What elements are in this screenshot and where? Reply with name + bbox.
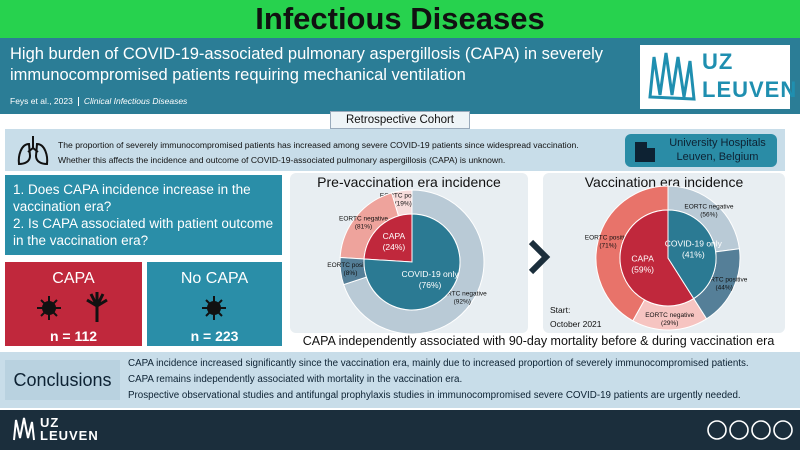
group-box: No CAPA n = 223 bbox=[147, 262, 282, 346]
citation-authors: Feys et al., 2023 bbox=[10, 96, 73, 106]
inner-segment bbox=[667, 209, 717, 300]
footer-logo: UZ LEUVEN bbox=[40, 416, 99, 442]
inner-segment bbox=[363, 213, 413, 263]
inner-label: COVID-19 only bbox=[665, 239, 723, 249]
outer-label: EORTC positive bbox=[327, 262, 374, 269]
logo-shape bbox=[648, 52, 696, 101]
inner-value-label: (24%) bbox=[383, 242, 406, 252]
journal-banner: Infectious Diseases bbox=[0, 0, 800, 38]
outer-value-label: (29%) bbox=[661, 320, 678, 327]
outer-label: EORTC negative bbox=[684, 203, 733, 210]
arrow bbox=[528, 239, 551, 275]
separator bbox=[77, 96, 79, 106]
outer-value-label: (92%) bbox=[454, 298, 471, 305]
question: 1. Does CAPA incidence increase in the v… bbox=[13, 182, 251, 214]
location-box bbox=[625, 134, 777, 167]
conclusions-text: CAPA incidence increased significantly s… bbox=[128, 356, 793, 404]
fungus-icon bbox=[86, 292, 108, 322]
questions: 1. Does CAPA incidence increase in the v… bbox=[5, 175, 282, 255]
outer-label: EORTC positive bbox=[701, 276, 748, 283]
outer-label: EORTC negative bbox=[438, 290, 487, 297]
outer-value-label: (44%) bbox=[715, 284, 732, 291]
group-n: n = 223 bbox=[190, 328, 239, 344]
conclusion: CAPA remains independently associated wi… bbox=[128, 374, 463, 385]
logo-text: UZ bbox=[702, 49, 734, 74]
conclusions-title: Conclusions bbox=[5, 360, 120, 400]
cohort-label: Retrospective Cohort bbox=[330, 111, 470, 129]
footer-icons bbox=[13, 417, 793, 441]
outer-label: EORTC positive bbox=[380, 193, 427, 200]
chart-note: October 2021 bbox=[550, 319, 602, 329]
lung-icon bbox=[17, 136, 49, 166]
caption: CAPA independently associated with 90-da… bbox=[302, 334, 775, 348]
building bbox=[647, 148, 655, 162]
virus-icon bbox=[202, 296, 226, 320]
group-icons bbox=[202, 296, 226, 320]
footer-logo-text: LEUVEN bbox=[40, 428, 99, 443]
citation-source: Clinical Infectious Diseases bbox=[83, 96, 188, 106]
logo: UZ LEUVEN bbox=[640, 45, 796, 109]
outer-value-label: (19%) bbox=[394, 201, 411, 208]
location: University Hospitals Leuven, Belgium bbox=[669, 137, 766, 163]
footer-logo-text: UZ bbox=[40, 415, 60, 430]
background-text: The proportion of severely immunocomprom… bbox=[58, 138, 618, 168]
background-line: The proportion of severely immunocomprom… bbox=[58, 140, 579, 150]
inner-segment bbox=[619, 209, 695, 307]
conclusion: CAPA incidence increased significantly s… bbox=[128, 358, 749, 369]
group-icons bbox=[37, 292, 108, 322]
background-line: Whether this affects the incidence and o… bbox=[58, 155, 506, 165]
building-icon bbox=[635, 142, 655, 162]
inner-value-label: (41%) bbox=[682, 250, 705, 260]
inner-label: CAPA bbox=[631, 253, 654, 263]
group-label: CAPA bbox=[52, 270, 95, 287]
outer-value-label: (71%) bbox=[599, 242, 616, 249]
outer-value-label: (8%) bbox=[344, 270, 358, 277]
license-icons bbox=[707, 420, 793, 440]
outer-value-label: (81%) bbox=[355, 223, 372, 230]
building bbox=[635, 142, 647, 162]
chart-title: Pre-vaccination era incidence bbox=[317, 174, 501, 190]
footer-logo-icon bbox=[13, 417, 35, 441]
outer-label: EORTC positive bbox=[585, 234, 632, 241]
footer bbox=[0, 410, 800, 450]
inner-segment bbox=[363, 213, 461, 311]
title: High burden of COVID-19-associated pulmo… bbox=[10, 45, 604, 84]
chart-title: Vaccination era incidence bbox=[585, 174, 744, 190]
inner-label: COVID-19 only bbox=[401, 269, 459, 279]
citation: Feys et al., 2023 Clinical Infectious Di… bbox=[10, 96, 187, 106]
group-label: No CAPA bbox=[180, 270, 249, 287]
conclusion: Prospective observational studies and an… bbox=[128, 390, 741, 401]
group-n: n = 112 bbox=[49, 328, 98, 344]
inner-label: CAPA bbox=[383, 231, 406, 241]
logo-icon bbox=[648, 52, 696, 101]
outer-value-label: (56%) bbox=[700, 211, 717, 218]
outer-label: EORTC negative bbox=[645, 312, 694, 319]
conclusions-band bbox=[0, 352, 800, 408]
outer-label: EORTC negative bbox=[339, 215, 388, 222]
logo-text: LEUVEN bbox=[702, 77, 798, 102]
question: 2. Is CAPA associated with patient outco… bbox=[13, 216, 274, 248]
lung bbox=[17, 142, 32, 166]
chart-note: Start: bbox=[550, 305, 570, 315]
lung bbox=[34, 142, 49, 166]
inner-value-label: (59%) bbox=[631, 264, 654, 274]
virus-icon bbox=[37, 296, 61, 320]
group-box: CAPA n = 112 bbox=[5, 262, 142, 346]
inner-value-label: (76%) bbox=[419, 280, 442, 290]
